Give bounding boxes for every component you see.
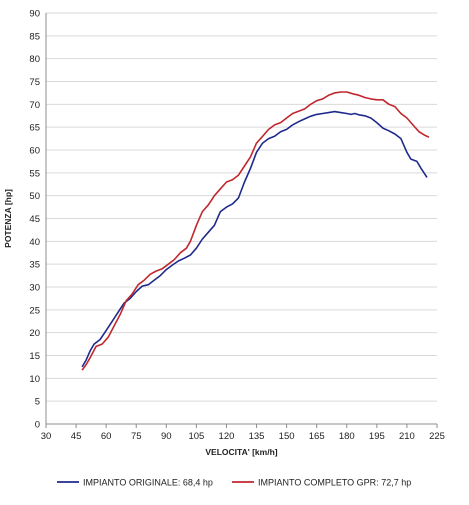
- y-tick-label: 5: [35, 397, 40, 408]
- x-tick-label: 180: [339, 431, 355, 442]
- y-tick-label: 80: [29, 54, 40, 65]
- x-tick-label: 195: [369, 431, 385, 442]
- x-tick-label: 90: [161, 431, 172, 442]
- y-tick-label: 70: [29, 100, 40, 111]
- series-line-1: [81, 110, 428, 368]
- x-tick-label: 135: [249, 431, 265, 442]
- y-tick-label: 40: [29, 237, 40, 248]
- x-tick-label: 105: [188, 431, 204, 442]
- y-tick-label: 10: [29, 374, 40, 385]
- y-tick-label: 75: [29, 77, 40, 88]
- y-tick-label: 30: [29, 283, 40, 294]
- y-tick-label: 25: [29, 305, 40, 316]
- x-tick-label: 60: [101, 431, 112, 442]
- y-tick-label: 55: [29, 168, 40, 179]
- y-axis-title: POTENZA [hp]: [3, 189, 13, 248]
- y-tick-label: 60: [29, 146, 40, 157]
- y-tick-label: 85: [29, 31, 40, 42]
- y-tick-label: 20: [29, 328, 40, 339]
- x-tick-label: 165: [309, 431, 325, 442]
- x-tick-label: 45: [71, 431, 82, 442]
- x-tick-label: 210: [399, 431, 415, 442]
- x-tick-label: 225: [429, 431, 445, 442]
- legend-label-1: IMPIANTO ORIGINALE: 68,4 hp: [83, 478, 213, 488]
- y-tick-label: 90: [29, 9, 40, 20]
- y-tick-label: 0: [35, 420, 40, 431]
- x-tick-label: 150: [279, 431, 295, 442]
- x-tick-label: 30: [41, 431, 52, 442]
- y-tick-label: 35: [29, 260, 40, 271]
- legend-label-2: IMPIANTO COMPLETO GPR: 72,7 hp: [258, 478, 411, 488]
- x-axis-title: VELOCITA' [km/h]: [205, 447, 277, 457]
- y-tick-label: 65: [29, 123, 40, 134]
- y-tick-label: 50: [29, 191, 40, 202]
- series-line-2: [81, 91, 430, 371]
- x-tick-label: 75: [131, 431, 142, 442]
- x-tick-label: 120: [219, 431, 235, 442]
- y-tick-label: 15: [29, 351, 40, 362]
- y-tick-label: 45: [29, 214, 40, 225]
